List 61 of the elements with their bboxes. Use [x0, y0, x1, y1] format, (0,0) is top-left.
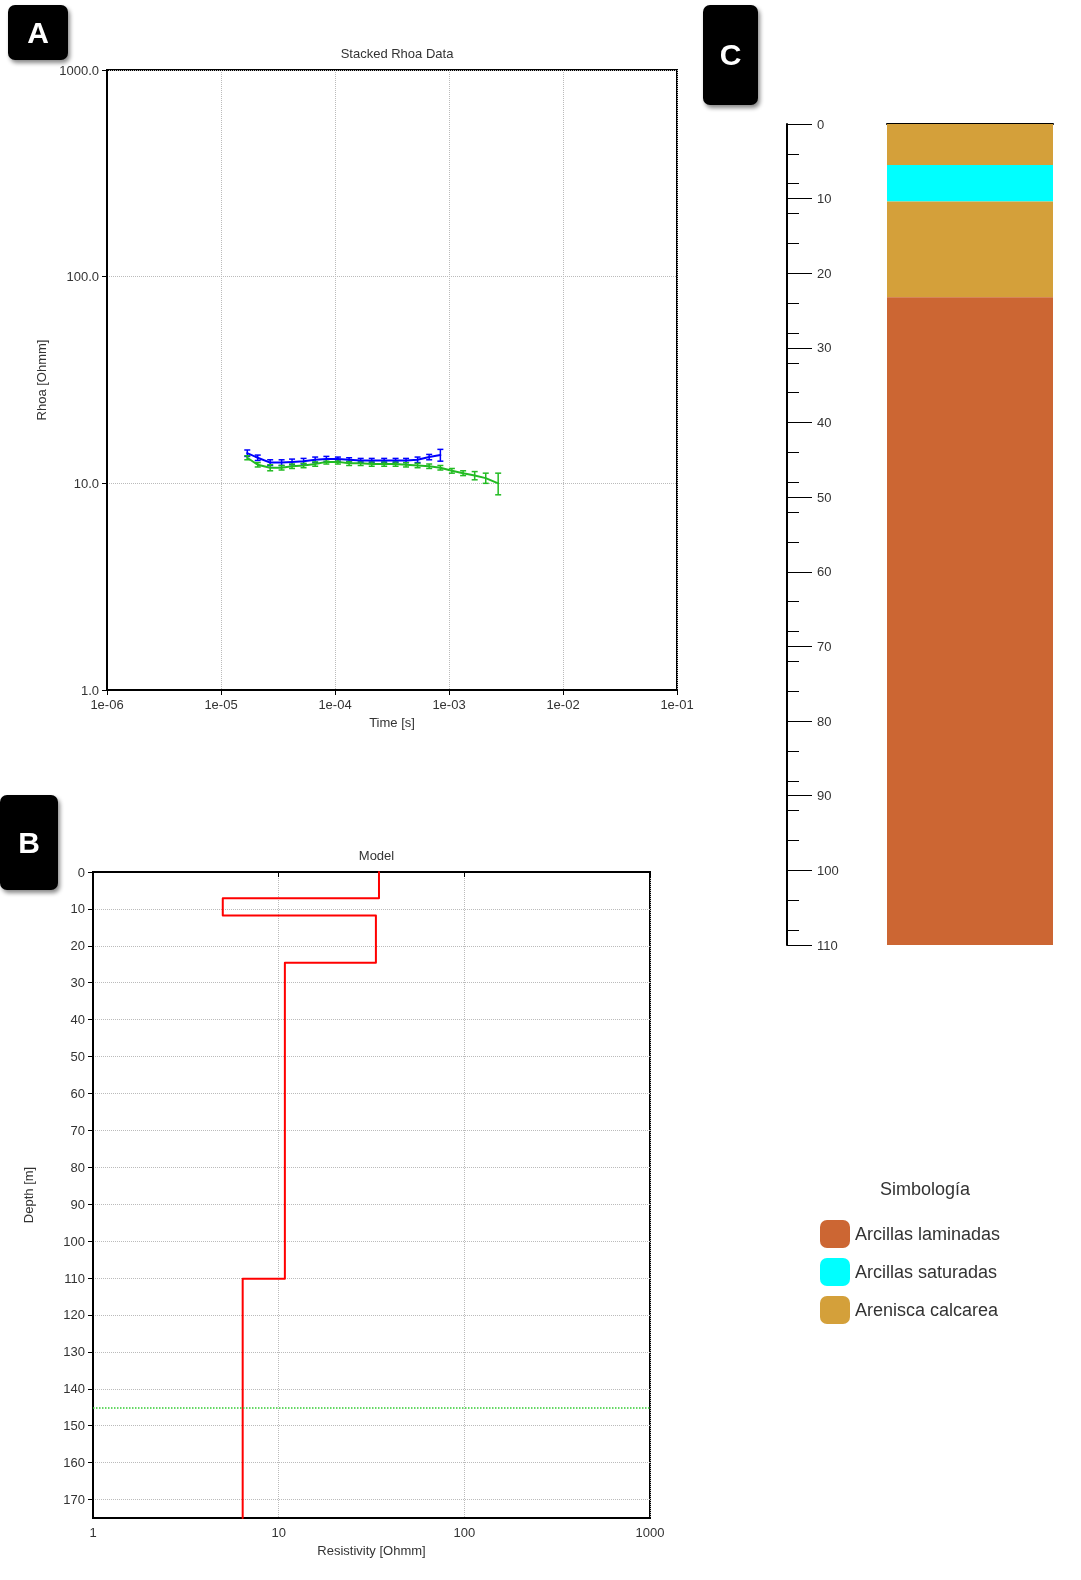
legend-label: Arenisca calcarea — [855, 1300, 1000, 1320]
y-tick-label: 120 — [63, 1307, 85, 1323]
y-tick-label: 1000.0 — [59, 62, 99, 78]
x-axis-title: Resistivity [Ohmm] — [317, 1542, 426, 1558]
y-tick-label: 170 — [63, 1492, 85, 1508]
bar — [887, 165, 1053, 202]
y-tick-label: 70 — [817, 638, 832, 654]
y-tick-label: 80 — [70, 1159, 85, 1175]
y-tick-label: 30 — [70, 975, 85, 991]
y-tick-label: 90 — [70, 1196, 85, 1212]
bar — [887, 124, 1053, 166]
y-tick-label: 10.0 — [73, 475, 99, 491]
x-tick-label: 1000 — [635, 1525, 665, 1540]
y-tick-label: 100.0 — [66, 269, 99, 285]
chart-title: Stacked Rhoa Data — [340, 46, 455, 61]
x-tick-label: 1e-02 — [546, 697, 580, 712]
y-tick-label: 50 — [70, 1049, 85, 1065]
y-tick-label: 50 — [817, 489, 832, 505]
legend-label: Arcillas laminadas — [855, 1224, 1001, 1244]
legend-label: Arcillas saturadas — [855, 1262, 998, 1282]
y-axis-title: Rhoa [Ohmm] — [34, 339, 50, 421]
x-tick-label: 1e-03 — [432, 697, 466, 712]
x-tick-label: 1 — [89, 1525, 97, 1540]
x-tick-label: 1e-01 — [660, 697, 694, 712]
y-tick-label: 130 — [63, 1344, 85, 1360]
y-tick-label: 0 — [817, 116, 825, 132]
legend-title: Simbología — [880, 1179, 972, 1199]
y-tick-label: 40 — [70, 1012, 85, 1028]
y-tick-label: 60 — [70, 1085, 85, 1101]
y-tick-label: 150 — [63, 1418, 85, 1434]
y-tick-label: 80 — [817, 713, 832, 729]
y-tick-label: 110 — [64, 1270, 85, 1286]
chart-title: Model — [358, 848, 395, 863]
x-tick-label: 1e-04 — [318, 697, 352, 712]
y-tick-label: 10 — [70, 901, 85, 917]
y-tick-label: 10 — [817, 191, 832, 207]
text: A — [8, 5, 68, 60]
x-tick-label: 100 — [453, 1525, 476, 1540]
y-tick-label: 90 — [817, 788, 832, 804]
x-tick-label: 1e-05 — [204, 697, 238, 712]
y-tick-label: 100 — [63, 1233, 85, 1249]
y-tick-label: 40 — [817, 415, 832, 431]
y-tick-label: 1.0 — [80, 682, 99, 698]
y-tick-label: 60 — [817, 564, 832, 580]
bar — [887, 297, 1053, 945]
y-tick-label: 100 — [817, 862, 839, 878]
y-tick-label: 20 — [817, 265, 832, 281]
y-tick-label: 140 — [63, 1381, 85, 1397]
y-tick-label: 70 — [70, 1122, 85, 1138]
x-axis-title: Time [s] — [369, 714, 415, 730]
text: C — [703, 5, 758, 105]
bar — [887, 201, 1053, 298]
x-tick-label: 10 — [271, 1525, 286, 1540]
y-axis-title: Depth [m] — [21, 1166, 36, 1224]
y-tick-label: 30 — [817, 340, 832, 356]
y-tick-label: 110 — [817, 937, 838, 953]
y-tick-label: 20 — [70, 938, 85, 954]
x-tick-label: 1e-06 — [90, 697, 124, 712]
text: B — [0, 795, 58, 890]
y-tick-label: 160 — [63, 1455, 85, 1471]
y-tick-label: 0 — [77, 864, 85, 880]
